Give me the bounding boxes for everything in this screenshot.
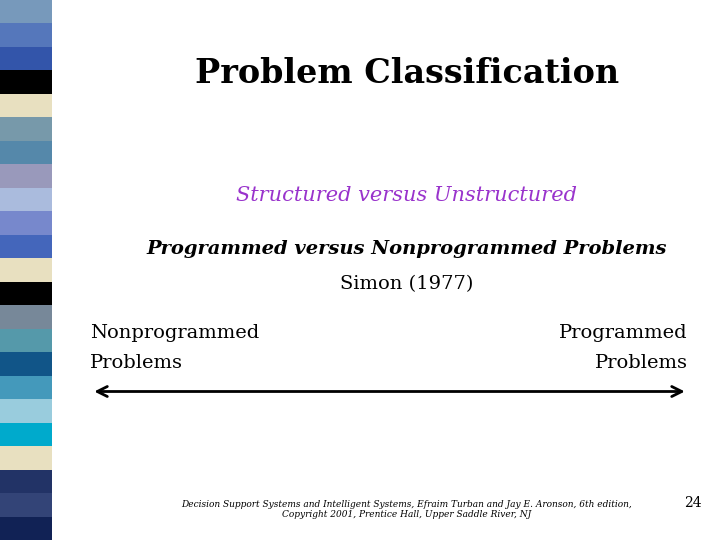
Text: Decision Support Systems and Intelligent Systems, Efraim Turban and Jay E. Arons: Decision Support Systems and Intelligent… xyxy=(181,500,632,519)
Text: Nonprogrammed: Nonprogrammed xyxy=(90,324,259,342)
Text: Programmed: Programmed xyxy=(559,324,688,342)
Text: Problems: Problems xyxy=(595,354,688,372)
Text: Problems: Problems xyxy=(90,354,183,372)
Text: Simon (1977): Simon (1977) xyxy=(340,275,474,293)
Text: 24: 24 xyxy=(685,496,702,510)
Text: Structured versus Unstructured: Structured versus Unstructured xyxy=(236,186,577,205)
Text: Problem Classification: Problem Classification xyxy=(194,57,619,90)
Text: Programmed versus Nonprogrammed Problems: Programmed versus Nonprogrammed Problems xyxy=(147,240,667,258)
